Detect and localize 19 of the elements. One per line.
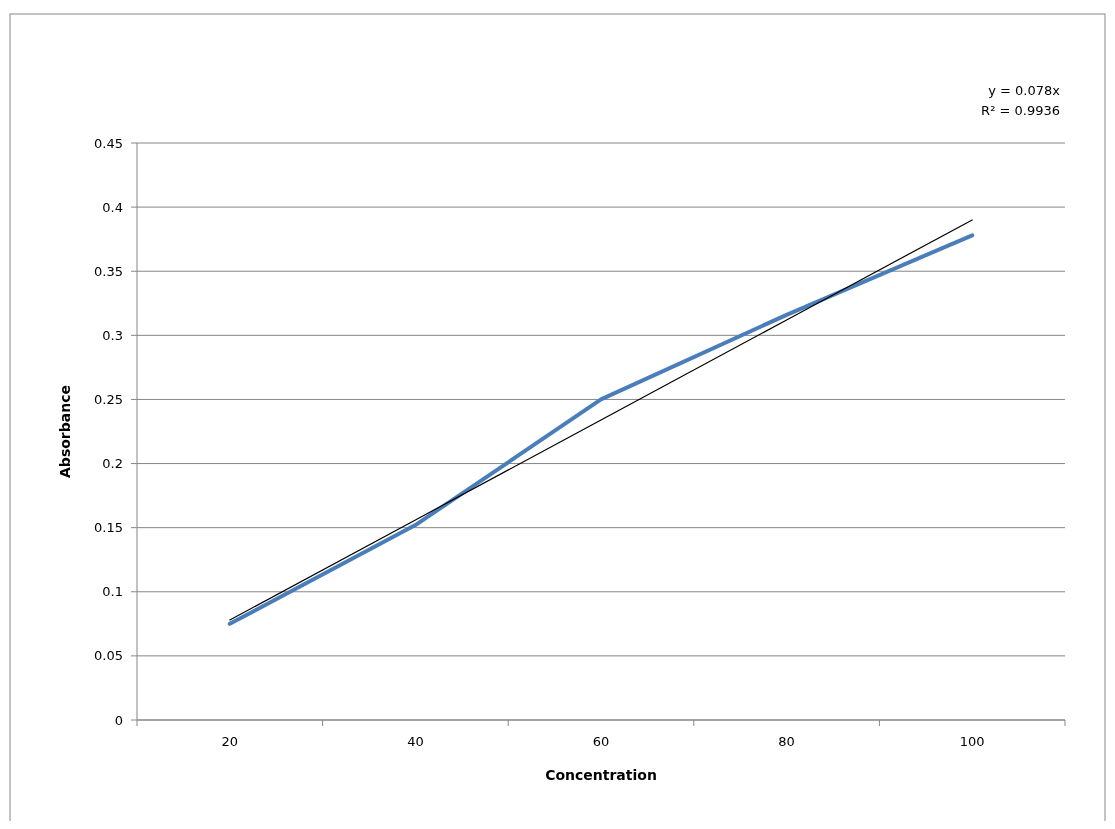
y-tick-label: 0.1 [102, 584, 123, 600]
text: R² = 0.9936 [981, 103, 1060, 118]
text: y = 0.078x [988, 83, 1061, 98]
x-tick-label: 40 [407, 734, 424, 749]
y-tick-label: 0.45 [94, 135, 123, 151]
x-tick-label: 80 [778, 734, 795, 749]
y-axis-title: Absorbance [57, 385, 73, 478]
x-tick-label: 60 [592, 734, 610, 749]
x-tick-label: 20 [221, 734, 239, 749]
y-tick-label: 0.3 [102, 327, 123, 343]
y-tick-label: 0.25 [94, 391, 123, 407]
y-tick-label: 0.4 [102, 199, 123, 215]
y-tick-label: 0.2 [102, 456, 123, 472]
y-tick-label: 0 [114, 712, 123, 728]
y-tick-label: 0.15 [94, 520, 123, 536]
x-axis-title: Concentration [545, 767, 657, 783]
y-tick-label: 0.35 [94, 263, 123, 279]
x-tick-label: 100 [959, 734, 985, 749]
y-tick-label: 0.05 [94, 648, 123, 664]
